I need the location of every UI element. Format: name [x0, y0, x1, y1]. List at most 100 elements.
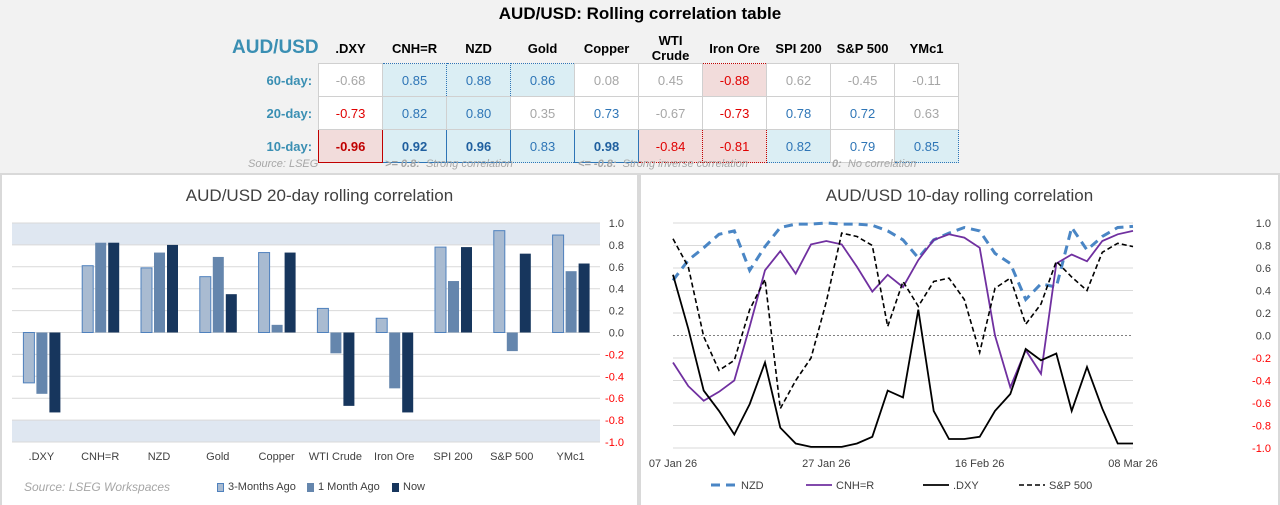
source-note: Source: LSEG	[248, 158, 319, 170]
legend-label: .DXY	[953, 480, 979, 492]
line-chart-title: AUD/USD 10-day rolling correlation	[825, 186, 1094, 205]
no-correlation-note: 0: No correlation	[832, 158, 916, 170]
note-key: 0:	[832, 158, 842, 170]
bar-1-month-ago	[448, 281, 459, 333]
bar-1-month-ago	[95, 242, 107, 333]
legend-item-now: Now	[392, 481, 425, 493]
y-tick-label: 0.4	[609, 284, 624, 296]
bar-chart-panel: AUD/USD 20-day rolling correlation 1.0 0.…	[2, 175, 637, 505]
correlation-cell: 0.85	[894, 129, 960, 163]
correlation-cell: 0.35	[510, 96, 576, 130]
x-tick-label: 07 Jan 26	[649, 458, 697, 470]
bar-now	[284, 252, 296, 333]
correlation-cell: 0.79	[830, 129, 896, 163]
correlation-cell: 0.63	[894, 96, 960, 130]
note-text: Strong inverse correlation	[622, 158, 748, 170]
series-line-nzd	[671, 221, 1134, 303]
correlation-cell: -0.11	[894, 63, 960, 97]
column-header: CNH=R	[391, 40, 438, 56]
line-chart-panel: AUD/USD 10-day rolling correlation 1.0 0.…	[641, 175, 1278, 505]
y-tick-label: 1.0	[1256, 218, 1271, 230]
note-key: >= 0.8:	[385, 158, 420, 170]
column-header: S&P 500	[836, 40, 889, 56]
correlation-cell: 0.83	[510, 129, 576, 163]
bar-1-month-ago	[36, 332, 48, 394]
table-row: 60-day: -0.68 0.85 0.88 0.86 0.08 0.45 -0.88 0.6…	[224, 63, 960, 97]
correlation-cell: -0.96	[318, 129, 384, 163]
y-tick-label: -0.4	[1252, 376, 1271, 388]
legend-item-1m: 1 Month Ago	[307, 481, 380, 493]
x-tick-label: 08 Mar 26	[1108, 458, 1158, 470]
legend-label: S&P 500	[1049, 480, 1092, 492]
correlation-cell: -0.73	[318, 96, 384, 130]
correlation-cell: 0.86	[510, 63, 576, 97]
x-tick-label: CNH=R	[81, 451, 119, 463]
correlation-cell: -0.84	[638, 129, 704, 163]
y-tick-label: 0.8	[609, 240, 624, 252]
correlation-cell: -0.88	[702, 63, 768, 97]
bar-chart: 1.0 0.8 0.6 0.4 0.2 0.0 -0.2 -0.4 -0.6 -0.8 -1.0 .D…	[12, 218, 624, 463]
bar-3-months-ago	[375, 317, 388, 333]
bar-3-months-ago	[493, 230, 506, 333]
pair-label: AUD/USD	[232, 37, 319, 59]
legend-label: 1 Month Ago	[318, 481, 380, 493]
x-tick-label: Iron Ore	[374, 451, 414, 463]
bar-3-months-ago	[81, 265, 94, 333]
x-tick-label: NZD	[148, 451, 171, 463]
row-label: 10-day:	[266, 138, 313, 154]
bar-now	[108, 242, 120, 333]
note-text: Strong correlation	[425, 158, 513, 170]
x-tick-label: YMc1	[557, 451, 585, 463]
row-label: 60-day:	[266, 72, 313, 88]
correlation-cell: 0.78	[766, 96, 832, 130]
bar-now	[519, 253, 531, 333]
shaded-band	[12, 420, 600, 442]
correlation-cell: 0.80	[446, 96, 512, 130]
correlation-cell: 0.85	[382, 63, 448, 97]
bar-now	[402, 332, 414, 413]
y-tick-label: 0.6	[1256, 263, 1271, 275]
x-tick-label: WTI Crude	[309, 451, 362, 463]
column-header: NZD	[465, 40, 492, 56]
legend-swatch	[392, 482, 399, 492]
strong-correlation-note: >= 0.8: Strong correlation	[385, 158, 513, 170]
table-row: 10-day: -0.96 0.92 0.96 0.83 0.98 -0.84 -0.81 0.…	[224, 129, 960, 163]
y-tick-label: 0.4	[1256, 286, 1271, 298]
bar-now	[167, 244, 178, 333]
x-tick-label: SPI 200	[433, 451, 472, 463]
note-key: <= -0.8:	[578, 158, 617, 170]
y-tick-label: 0.8	[1256, 241, 1271, 253]
legend-item-3m: 3-Months Ago	[217, 481, 296, 493]
legend-label: 3-Months Ago	[228, 481, 296, 493]
bar-3-months-ago	[552, 234, 565, 333]
bar-1-month-ago	[330, 332, 342, 354]
y-tick-label: 0.6	[609, 262, 624, 274]
legend-label: NZD	[741, 480, 764, 492]
column-header: Iron Ore	[709, 40, 760, 56]
column-header: .DXY	[335, 40, 366, 56]
correlation-cell: -0.73	[702, 96, 768, 130]
x-tick-label: Copper	[259, 451, 295, 463]
correlation-cell: 0.82	[382, 96, 448, 130]
column-header: Copper	[583, 40, 630, 56]
y-tick-label: -0.4	[605, 371, 624, 383]
correlation-cell: 0.72	[830, 96, 896, 130]
correlation-cell: 0.96	[446, 129, 512, 163]
correlation-cell: 0.88	[446, 63, 512, 97]
correlation-cell: -0.67	[638, 96, 704, 130]
bar-3-months-ago	[434, 246, 447, 333]
chart-source: Source: LSEG Workspaces	[24, 480, 171, 494]
column-header: YMc1	[909, 40, 944, 56]
bar-1-month-ago	[212, 256, 224, 333]
y-tick-label: -0.6	[605, 393, 624, 405]
correlation-cell: 0.82	[766, 129, 832, 163]
correlation-cell: 0.92	[382, 129, 448, 163]
bar-now	[49, 332, 61, 413]
bar-3-months-ago	[258, 252, 271, 333]
bar-1-month-ago	[154, 252, 165, 333]
x-tick-label: S&P 500	[490, 451, 533, 463]
bar-now	[461, 247, 472, 333]
y-tick-label: -0.8	[1252, 421, 1271, 433]
y-tick-label: 0.0	[609, 328, 624, 340]
row-label: 20-day:	[266, 105, 313, 121]
